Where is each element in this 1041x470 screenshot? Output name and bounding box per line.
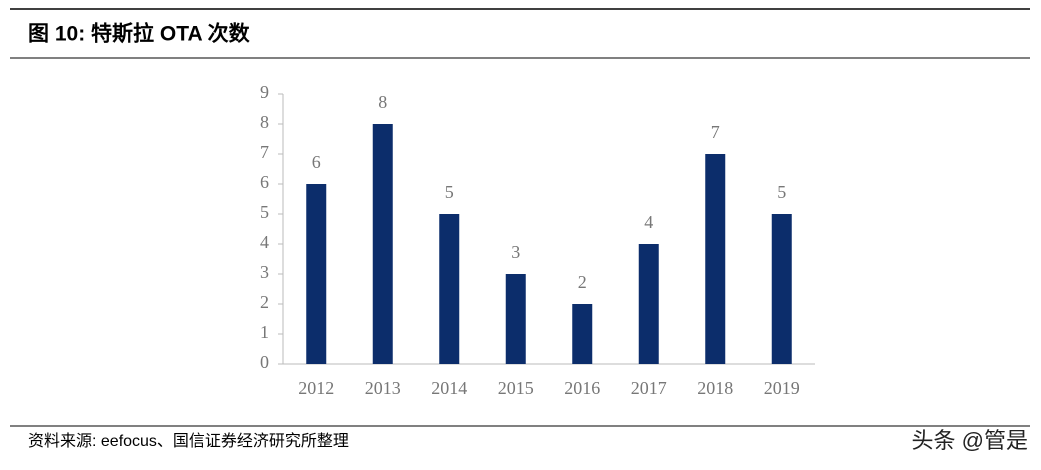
y-tick-label: 1 [260, 322, 269, 342]
bar [572, 304, 593, 364]
watermark: 头条 @管是 [912, 428, 1028, 453]
y-tick-label: 9 [260, 82, 269, 102]
x-tick-label: 2014 [431, 378, 467, 398]
y-tick-label: 8 [260, 112, 269, 132]
data-label: 8 [378, 92, 387, 112]
bar [306, 184, 327, 364]
bar [638, 244, 659, 364]
y-tick-label: 5 [260, 202, 269, 222]
x-tick-label: 2018 [697, 378, 733, 398]
x-tick-label: 2016 [564, 378, 600, 398]
y-tick-label: 0 [260, 352, 269, 372]
source-note: 资料来源: eefocus、国信证券经济研究所整理 [28, 432, 349, 450]
x-tick-label: 2012 [298, 378, 334, 398]
data-label: 4 [644, 212, 653, 232]
y-tick-label: 2 [260, 292, 269, 312]
bar [771, 214, 792, 364]
y-tick-label: 7 [260, 142, 269, 162]
x-tick-label: 2013 [365, 378, 401, 398]
bar [439, 214, 460, 364]
data-label: 6 [312, 152, 321, 172]
chart-title: 图 10: 特斯拉 OTA 次数 [28, 22, 251, 46]
x-tick-label: 2015 [498, 378, 534, 398]
bar [372, 124, 393, 364]
bar [705, 154, 726, 364]
data-label: 5 [777, 182, 786, 202]
y-tick-label: 6 [260, 172, 269, 192]
data-label: 5 [445, 182, 454, 202]
data-label: 7 [711, 122, 720, 142]
y-tick-label: 3 [260, 262, 269, 282]
y-tick-label: 4 [260, 232, 269, 252]
data-label: 2 [578, 272, 587, 292]
data-label: 3 [511, 242, 520, 262]
x-tick-label: 2017 [631, 378, 667, 398]
x-tick-label: 2019 [764, 378, 800, 398]
bar [505, 274, 526, 364]
